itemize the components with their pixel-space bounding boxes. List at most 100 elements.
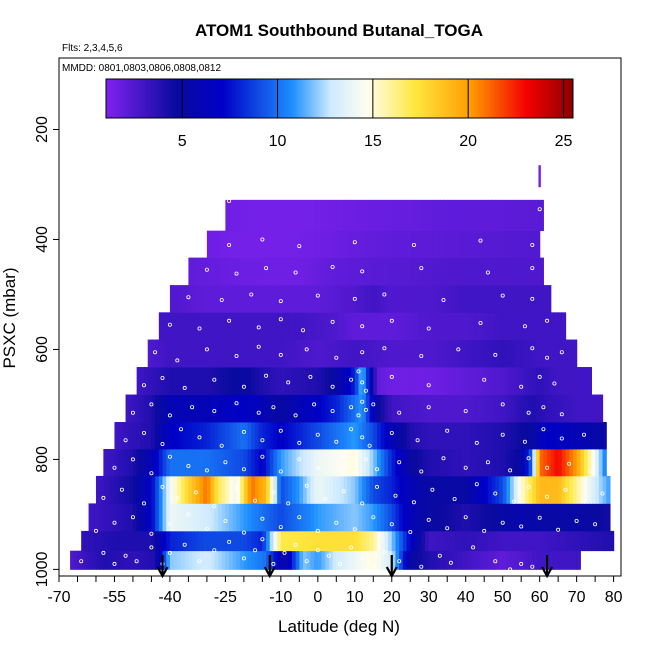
heatmap-cell — [376, 550, 382, 570]
heatmap-cell — [491, 339, 496, 368]
heatmap-cell — [332, 199, 337, 232]
heatmap-cell — [144, 475, 149, 504]
heatmap-cell — [306, 199, 312, 232]
heatmap-cell — [521, 230, 526, 259]
heatmap-cell — [528, 367, 533, 395]
heatmap-cell — [373, 339, 378, 368]
heatmap-cell — [528, 339, 533, 368]
heatmap-cell — [447, 367, 452, 395]
heatmap-cell — [340, 448, 345, 477]
heatmap-cell — [510, 448, 515, 477]
heatmap-cell — [173, 503, 178, 532]
heatmap-cell — [299, 550, 304, 570]
heatmap-cell — [291, 550, 297, 570]
heatmap-cell — [473, 422, 478, 450]
heatmap-cell — [498, 257, 504, 286]
heatmap-cell — [132, 475, 138, 504]
heatmap-cell — [273, 285, 278, 313]
heatmap-cell — [206, 285, 212, 313]
heatmap-cell — [528, 199, 533, 232]
observation-point — [360, 269, 365, 274]
heatmap-cell — [465, 530, 471, 552]
heatmap-cell — [284, 312, 289, 340]
heatmap-cell — [328, 550, 334, 570]
observation-point — [330, 408, 335, 413]
heatmap-cell — [169, 530, 175, 552]
heatmap-cell — [173, 530, 178, 552]
heatmap-cell — [358, 448, 363, 477]
heatmap-cell — [354, 530, 360, 552]
heatmap-cell — [402, 199, 408, 232]
heatmap-cell — [351, 199, 356, 232]
heatmap-cell — [550, 503, 556, 532]
heatmap-cell — [417, 230, 422, 259]
heatmap-cell — [232, 339, 238, 368]
heatmap-cell — [340, 394, 345, 423]
heatmap-cell — [273, 550, 278, 570]
heatmap-cell — [288, 503, 293, 532]
heatmap-cell — [158, 422, 164, 450]
heatmap-cell — [247, 199, 252, 232]
heatmap-cell — [269, 230, 275, 259]
observation-point — [112, 561, 117, 566]
heatmap-cell — [376, 394, 382, 423]
heatmap-cell — [465, 199, 471, 232]
heatmap-cell — [569, 503, 574, 532]
heatmap-cell — [125, 530, 130, 552]
heatmap-cell — [421, 312, 426, 340]
heatmap-cell — [299, 230, 304, 259]
heatmap-cell — [369, 422, 374, 450]
heatmap-cell — [380, 503, 385, 532]
heatmap-cell — [321, 550, 326, 570]
observation-point — [278, 352, 283, 357]
heatmap-cell — [325, 503, 330, 532]
heatmap-cell — [391, 394, 397, 423]
heatmap-cell — [513, 503, 519, 532]
heatmap-cell — [195, 422, 201, 450]
heatmap-cell — [310, 285, 315, 313]
heatmap-cell — [262, 257, 267, 286]
observation-point — [212, 408, 217, 413]
heatmap-cell — [532, 257, 537, 286]
heatmap-cell — [306, 367, 312, 395]
heatmap-cell — [192, 285, 197, 313]
heatmap-cell — [362, 339, 367, 368]
heatmap-cell — [232, 448, 238, 477]
heatmap-cell — [199, 367, 204, 395]
heatmap-cell — [254, 312, 260, 340]
heatmap-cell — [510, 530, 515, 552]
heatmap-cell — [136, 367, 141, 395]
heatmap-cell — [498, 285, 504, 313]
heatmap-cell — [103, 448, 108, 477]
heatmap-cell — [450, 339, 456, 368]
observation-point — [241, 467, 246, 472]
heatmap-cell — [417, 199, 422, 232]
heatmap-cell — [203, 530, 208, 552]
heatmap-cell — [402, 367, 408, 395]
heatmap-cell — [365, 394, 371, 423]
heatmap-cell — [410, 199, 415, 232]
heatmap-cell — [262, 530, 267, 552]
heatmap-cell — [484, 422, 489, 450]
observation-point — [234, 401, 239, 406]
heatmap-cell — [291, 422, 297, 450]
heatmap-cell — [469, 422, 474, 450]
heatmap-cell — [432, 530, 437, 552]
heatmap-cell — [147, 394, 153, 423]
heatmap-cell — [473, 475, 478, 504]
heatmap-cell — [291, 475, 297, 504]
observation-point — [167, 550, 172, 555]
heatmap-cell — [517, 475, 522, 504]
heatmap-cell — [576, 530, 581, 552]
heatmap-cell — [373, 199, 378, 232]
x-tick-label: 80 — [605, 589, 623, 606]
heatmap-cell — [376, 448, 382, 477]
heatmap-cell — [266, 285, 271, 313]
heatmap-cell — [532, 285, 537, 313]
heatmap-cell — [521, 422, 526, 450]
heatmap-cell — [288, 530, 293, 552]
heatmap-cell — [354, 503, 360, 532]
heatmap-cell — [88, 530, 93, 552]
heatmap-cell — [469, 503, 474, 532]
heatmap-cell — [550, 530, 556, 552]
